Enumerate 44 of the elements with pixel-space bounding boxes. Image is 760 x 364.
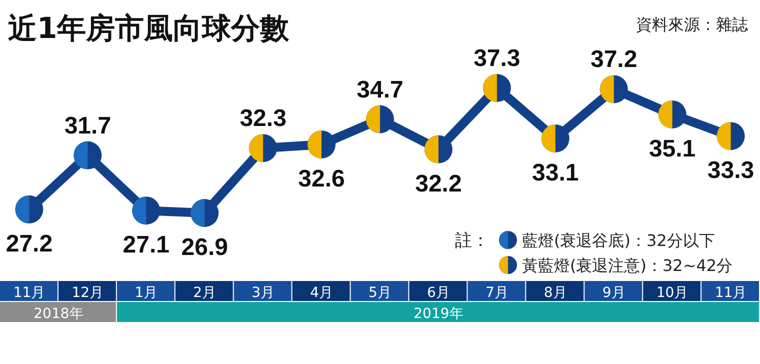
data-label: 26.9: [181, 234, 228, 261]
month-cell: 1月: [116, 281, 174, 301]
x-tick-label: 12月: [72, 285, 104, 301]
month-cell: 12月: [58, 281, 116, 301]
data-label: 32.6: [298, 165, 345, 192]
text: 藍燈(衰退谷底)：32分以下: [522, 231, 715, 250]
data-label: 37.3: [474, 45, 520, 72]
month-cell: 11月: [0, 281, 58, 301]
x-tick-label: 11月: [13, 285, 46, 301]
data-label: 35.1: [648, 135, 696, 162]
month-cell: 11月: [702, 281, 759, 301]
month-cell: 6月: [409, 281, 467, 301]
x-tick-label: 6月: [427, 285, 450, 301]
x-tick-label: 2月: [193, 285, 216, 301]
data-label: 32.2: [415, 170, 462, 198]
x-tick-label: 1月: [134, 285, 158, 301]
x-tick-label: 11月: [714, 285, 747, 301]
data-label: 32.3: [240, 105, 286, 132]
x-tick-label: 3月: [252, 285, 275, 301]
data-label: 31.7: [64, 112, 112, 140]
data-label: 33.1: [532, 159, 579, 186]
x-tick-label: 10月: [656, 285, 688, 301]
x-tick-label: 5月: [368, 285, 392, 301]
month-cell: 3月: [234, 281, 292, 301]
month-cell: 7月: [468, 281, 526, 301]
month-cell: 4月: [292, 281, 350, 301]
x-tick-label: 9月: [602, 285, 626, 301]
month-cell: 9月: [584, 281, 642, 301]
data-label: 27.1: [122, 232, 170, 259]
data-label: 33.3: [707, 157, 754, 184]
month-cell: 10月: [643, 281, 701, 301]
month-cell: 2月: [175, 281, 233, 301]
month-cell: 8月: [526, 281, 584, 301]
chart-title: 近1年房市風向球分數: [8, 11, 290, 45]
text: 註：: [455, 231, 489, 251]
data-label: 27.2: [6, 230, 53, 258]
data-label: 37.2: [590, 46, 638, 74]
x-tick-label: 4月: [310, 285, 333, 301]
text: 黃藍燈(衰退注意)：32~42分: [522, 256, 733, 275]
source-note: 資料來源：雜誌: [636, 15, 748, 34]
month-cell: 5月: [350, 281, 408, 301]
data-label: 34.7: [356, 76, 404, 104]
x-tick-label: 7月: [485, 285, 508, 301]
x-tick-label: 8月: [544, 285, 567, 301]
